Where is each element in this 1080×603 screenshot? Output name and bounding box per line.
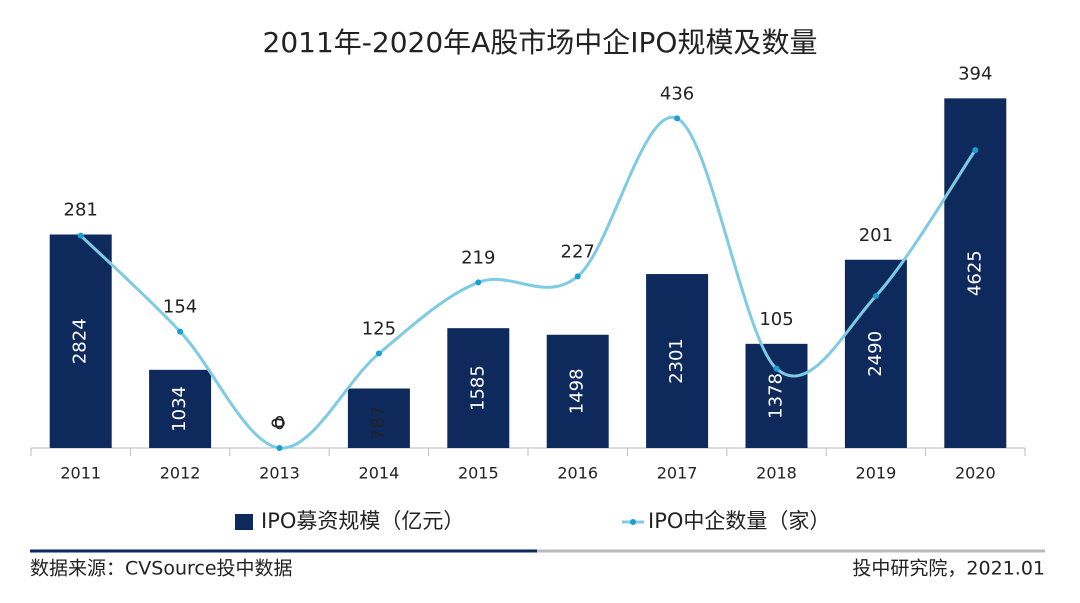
legend-label: IPO募资规模（亿元） <box>261 509 464 533</box>
line-point <box>77 232 84 239</box>
bar-value-label: 2301 <box>666 338 687 384</box>
credit-note: 投中研究院，2021.01 <box>852 558 1045 580</box>
line-value-label: 105 <box>759 309 793 330</box>
x-tick-label: 2020 <box>955 464 996 483</box>
line-point <box>276 445 283 451</box>
x-tick-label: 2013 <box>259 464 300 483</box>
source-note: 数据来源：CVSource投中数据 <box>30 558 293 580</box>
line-point <box>872 293 879 300</box>
x-tick-label: 2012 <box>160 464 201 483</box>
bar <box>844 259 907 448</box>
bar-value-label: 4625 <box>964 250 985 296</box>
bar-value-label: 2490 <box>865 331 886 377</box>
line-value-label: 436 <box>660 83 694 104</box>
line-value-label: 219 <box>461 247 495 268</box>
line-value-label: 281 <box>64 200 98 221</box>
x-tick-label: 2016 <box>557 464 598 483</box>
bar-value-label: 1034 <box>169 386 190 432</box>
x-tick-label: 2019 <box>856 464 897 483</box>
line-point <box>475 279 482 286</box>
line-value-label: 227 <box>561 241 595 262</box>
line-point <box>574 273 581 280</box>
x-tick-label: 2018 <box>756 464 797 483</box>
line-value-label: 201 <box>859 225 893 246</box>
legend-label: IPO中企数量（家） <box>648 509 830 533</box>
bar-value-label: 1378 <box>766 373 787 419</box>
line-point <box>972 147 979 154</box>
x-tick-label: 2015 <box>458 464 499 483</box>
x-tick-label: 2017 <box>657 464 698 483</box>
legend-swatch-dot <box>630 519 636 525</box>
bar <box>347 388 410 448</box>
bar <box>745 343 808 448</box>
bar <box>646 274 709 448</box>
bar-value-label: 1585 <box>467 365 488 411</box>
bar <box>944 98 1007 448</box>
bar-value-label: 0 <box>269 417 290 428</box>
bar-value-label: 787 <box>368 406 389 440</box>
line-point <box>375 350 382 357</box>
line-value-label: 0 <box>274 413 285 434</box>
line <box>79 115 977 450</box>
bar <box>447 328 510 448</box>
chart-title: 2011年-2020年A股市场中企IPO规模及数量 <box>263 26 818 59</box>
line-value-label: 154 <box>163 297 197 318</box>
bar <box>49 234 112 448</box>
legend-swatch <box>235 514 253 530</box>
x-tick-label: 2014 <box>359 464 400 483</box>
x-tick-label: 2011 <box>60 464 101 483</box>
line-value-label: 125 <box>362 319 396 340</box>
line-point <box>773 365 780 372</box>
bar <box>546 334 609 448</box>
line-value-label: 394 <box>958 63 992 84</box>
line-point <box>674 115 681 122</box>
bar-value-label: 2824 <box>70 318 91 364</box>
bar <box>149 369 212 448</box>
bar-value-label: 1498 <box>567 368 588 414</box>
line-point <box>177 328 184 335</box>
